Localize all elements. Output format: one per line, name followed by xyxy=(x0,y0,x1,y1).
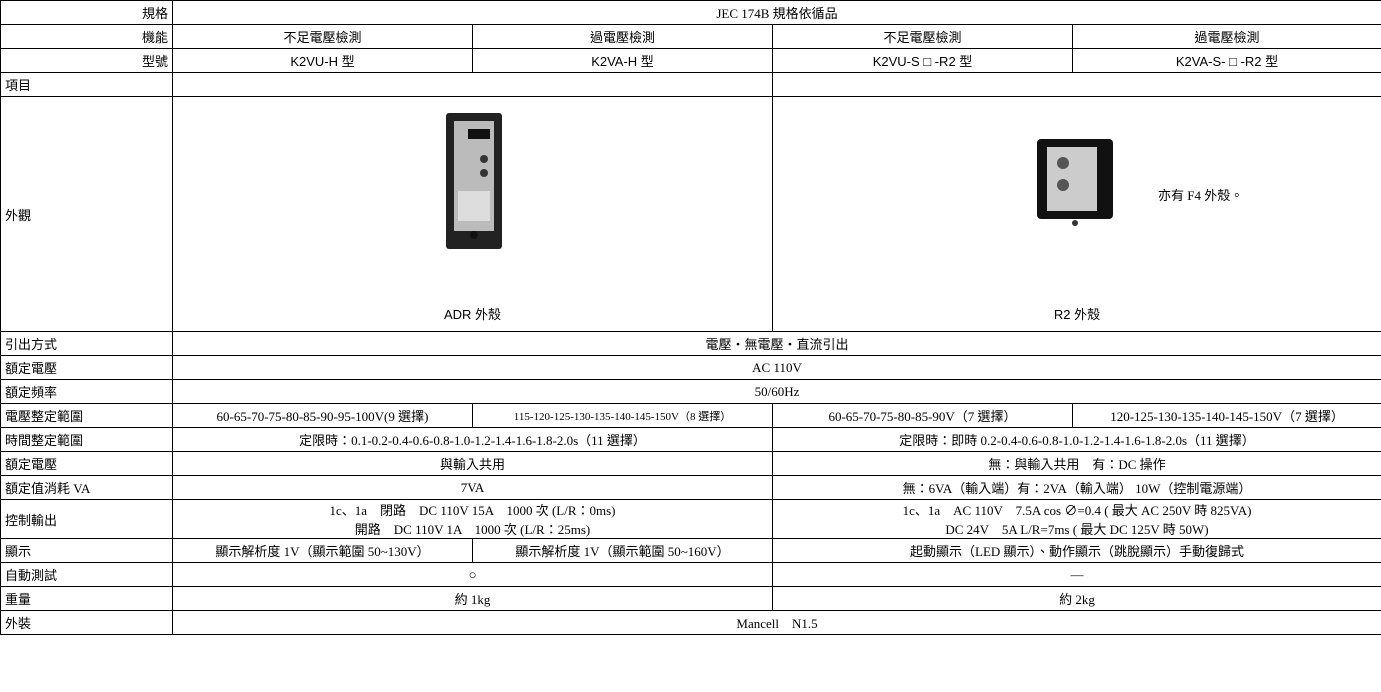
cell: 7VA xyxy=(172,475,773,500)
row-label: 外裝 xyxy=(0,610,173,635)
cell: Mancell N1.5 xyxy=(171,610,1381,635)
cell: 定限時：0.1-0.2-0.4-0.6-0.8-1.0-1.2-1.4-1.6-… xyxy=(172,427,773,452)
row: 外裝 Mancell N1.5 xyxy=(0,610,1381,635)
row: 引出方式 電壓・無電壓・直流引出 xyxy=(0,331,1381,356)
cell: JEC 174B 規格依循品 xyxy=(171,0,1381,25)
row-label: 額定值消耗 VA xyxy=(0,475,173,500)
cell: 電壓・無電壓・直流引出 xyxy=(171,331,1381,356)
cell xyxy=(172,72,773,97)
row-label: 引出方式 xyxy=(0,331,173,356)
cell: K2VU-H 型 xyxy=(172,48,473,73)
caption: ADR 外殼 xyxy=(443,307,502,322)
cell: 1c、1a 閉路 DC 110V 15A 1000 次 (L/R：0ms) 開路 … xyxy=(172,499,773,539)
row-label: 外觀 xyxy=(0,96,173,332)
cell xyxy=(771,72,1381,97)
row-label: 重量 xyxy=(0,586,173,611)
cell: 起動顯示（LED 顯示）、動作顯示（跳脫顯示）手動復歸式 xyxy=(771,538,1381,563)
cell: 60-65-70-75-80-85-90V（7 選擇） xyxy=(772,403,1073,428)
cell: 不足電壓檢測 xyxy=(172,24,473,49)
spec-table: 規格 JEC 174B 規格依循品 機能 不足電壓檢測 過電壓檢測 不足電壓檢測 過電壓檢… xyxy=(0,0,1381,635)
row: 額定電壓 與輸入共用 無：與輸入共用 有：DC 操作 xyxy=(0,451,1381,476)
cell: K2VA-H 型 xyxy=(472,48,773,73)
cell: K2VU-S □ -R2 型 xyxy=(772,48,1073,73)
row: 額定頻率 50/60Hz xyxy=(0,379,1381,404)
row-label: 時間整定範圍 xyxy=(0,427,173,452)
cell: K2VA-S- □ -R2 型 xyxy=(1071,48,1381,73)
cell: 115-120-125-130-135-140-145-150V（8 選擇） xyxy=(472,403,773,428)
device-image xyxy=(446,113,502,249)
cell: 不足電壓檢測 xyxy=(772,24,1073,49)
row: 控制輸出 1c、1a 閉路 DC 110V 15A 1000 次 (L/R：0ms… xyxy=(0,499,1381,539)
note: 亦有 F4 外殼。 xyxy=(1158,188,1244,203)
row: 額定電壓 AC 110V xyxy=(0,355,1381,380)
row: 電壓整定範圍 60-65-70-75-80-85-90-95-100V(9 選擇)… xyxy=(0,403,1381,428)
row: 自動測試 ○ — xyxy=(0,562,1381,587)
cell-line: DC 24V 5A L/R=7ms ( 最大 DC 125V 時 50W) xyxy=(945,522,1209,537)
row-label: 自動測試 xyxy=(0,562,173,587)
cell: 定限時：即時 0.2-0.4-0.6-0.8-1.0-1.2-1.4-1.6-1… xyxy=(771,427,1381,452)
image-cell: ADR 外殼 xyxy=(172,96,773,332)
row-label: 型號 xyxy=(0,48,173,73)
row-label: 控制輸出 xyxy=(0,499,173,539)
cell-line: 開路 DC 110V 1A 1000 次 (L/R：25ms) xyxy=(354,522,591,537)
row-label: 電壓整定範圍 xyxy=(0,403,173,428)
cell: 顯示解析度 1V（顯示範圍 50~130V） xyxy=(172,538,473,563)
row-label: 項目 xyxy=(0,72,173,97)
cell: 50/60Hz xyxy=(171,379,1381,404)
row-label: 機能 xyxy=(0,24,173,49)
cell: 無：與輸入共用 有：DC 操作 xyxy=(771,451,1381,476)
cell: 約 2kg xyxy=(771,586,1381,611)
row-label: 額定電壓 xyxy=(0,451,173,476)
caption: R2 外殼 xyxy=(1053,307,1101,322)
cell: 與輸入共用 xyxy=(172,451,773,476)
row-label: 額定頻率 xyxy=(0,379,173,404)
row: 顯示 顯示解析度 1V（顯示範圍 50~130V） 顯示解析度 1V（顯示範圍 50… xyxy=(0,538,1381,563)
row: 時間整定範圍 定限時：0.1-0.2-0.4-0.6-0.8-1.0-1.2-1.… xyxy=(0,427,1381,452)
row-label: 顯示 xyxy=(0,538,173,563)
cell: 120-125-130-135-140-145-150V（7 選擇） xyxy=(1071,403,1381,428)
cell: 約 1kg xyxy=(172,586,773,611)
cell: ○ xyxy=(172,562,773,587)
row-label: 額定電壓 xyxy=(0,355,173,380)
device-image xyxy=(1037,139,1113,226)
cell: 60-65-70-75-80-85-90-95-100V(9 選擇) xyxy=(172,403,473,428)
cell: 顯示解析度 1V（顯示範圍 50~160V） xyxy=(472,538,773,563)
row: 額定值消耗 VA 7VA 無：6VA（輸入端）有：2VA（輸入端） 10W（控制電源… xyxy=(0,475,1381,500)
row: 重量約 1kg 約 2kg xyxy=(0,586,1381,611)
row-label: 規格 xyxy=(0,0,173,25)
cell-line: 1c、1a AC 110V 7.5A cos ∅=0.4 ( 最大 AC 250… xyxy=(902,503,1252,518)
cell: 過電壓檢測 xyxy=(1071,24,1381,49)
image-cell: 亦有 F4 外殼。 R2 外殼 xyxy=(771,96,1381,332)
cell: — xyxy=(771,562,1381,587)
cell: 過電壓檢測 xyxy=(472,24,773,49)
cell: 無：6VA（輸入端）有：2VA（輸入端） 10W（控制電源端） xyxy=(771,475,1381,500)
cell: AC 110V xyxy=(171,355,1381,380)
cell: 1c、1a AC 110V 7.5A cos ∅=0.4 ( 最大 AC 250… xyxy=(771,499,1381,539)
cell-line: 1c、1a 閉路 DC 110V 15A 1000 次 (L/R：0ms) xyxy=(329,503,616,518)
